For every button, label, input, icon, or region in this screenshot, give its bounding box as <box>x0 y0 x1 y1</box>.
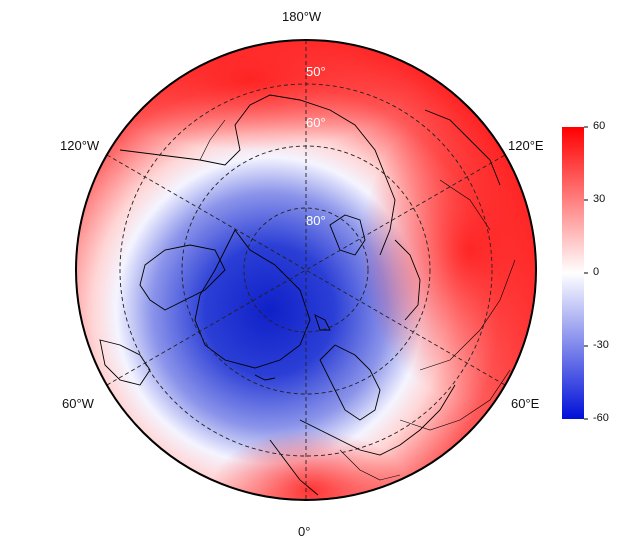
coastlines <box>99 94 501 496</box>
lon-label-60w: 60°W <box>62 396 94 411</box>
lon-label-120e: 120°E <box>508 138 544 153</box>
graticule <box>106 40 506 500</box>
colorbar <box>562 127 584 419</box>
lat-label-60: 60° <box>306 115 326 130</box>
warm-anomaly-south <box>210 430 410 500</box>
colorbar-tick-60: 60 <box>593 120 606 132</box>
country-borders <box>199 119 516 481</box>
map-boundary <box>75 39 537 501</box>
colorbar-ticks <box>584 126 588 420</box>
colorbar-tick-neg60: -60 <box>593 412 609 424</box>
lon-label-60e: 60°E <box>511 396 540 411</box>
warm-anomaly-north <box>90 40 410 150</box>
lon-label-0: 0° <box>298 524 311 539</box>
colorbar-tick-30: 30 <box>593 193 606 205</box>
colorbar-tick-neg30: -30 <box>593 339 609 351</box>
lat-label-50: 50° <box>306 64 326 79</box>
warm-anomaly-east <box>360 100 536 400</box>
lon-label-180w: 180°W <box>282 9 322 24</box>
lat-label-80: 80° <box>306 213 326 228</box>
lon-label-120w: 120°W <box>60 138 100 153</box>
lat-circle-80 <box>243 207 369 333</box>
colorbar-tick-0: 0 <box>593 266 600 278</box>
